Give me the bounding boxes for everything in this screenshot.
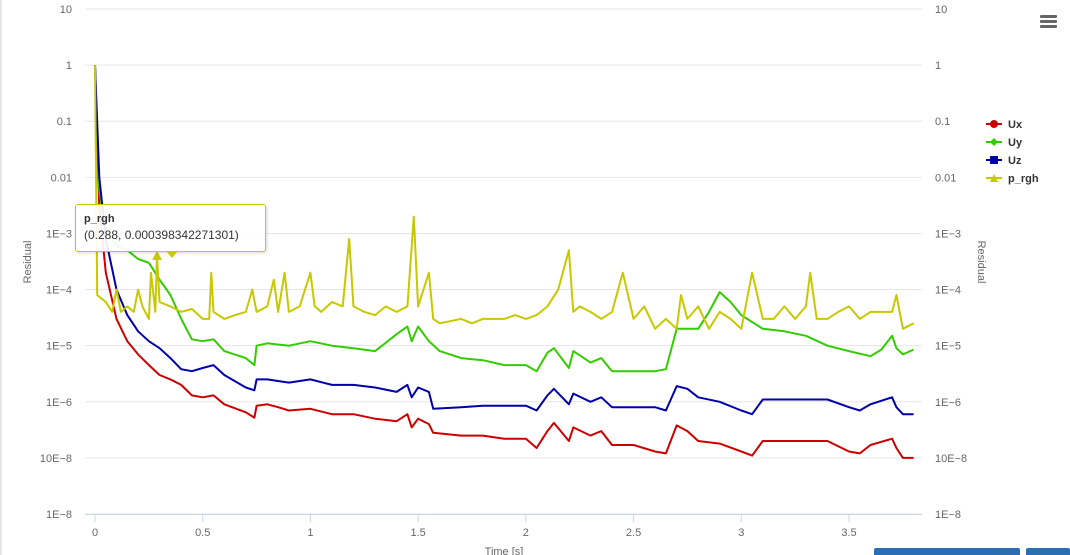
legend-square-marker [990,156,998,164]
menu-bar [1040,15,1057,18]
y-tick-label-right: 0.01 [935,172,956,184]
legend-circle-marker [990,120,998,128]
menu-bar [1040,25,1057,28]
y-tick-label-left: 1 [66,60,72,72]
y-tick-label-left: 10E−8 [40,453,72,465]
y-tick-label-left: 10 [60,4,72,16]
x-tick-label: 1 [307,527,313,539]
y-tick-label-left: 1E−4 [46,285,72,297]
legend-item-uz[interactable]: Uz [986,155,1022,167]
x-tick-label: 0.5 [195,527,210,539]
legend[interactable]: Ux Uy Uz p_rgh [986,119,1039,185]
y-axis-right: 1E−8 10E−8 1E−6 1E−5 1E−4 1E−3 0.01 0.1 1 10 [935,4,967,521]
legend-label: Uz [1008,155,1022,167]
menu-bar [1040,20,1057,23]
legend-diamond-marker [990,138,998,146]
legend-label: Ux [1008,119,1023,131]
legend-triangle-marker [990,174,998,182]
y-axis-left: 1E−8 10E−8 1E−6 1E−5 1E−4 1E−3 0.01 0.1 1 10 [40,4,72,521]
y-tick-label-right: 1E−3 [935,228,961,240]
series-lines [94,65,915,459]
y-axis-title-left: Residual [22,241,34,284]
y-tick-label-left: 1E−3 [46,228,72,240]
y-axis-title-right: Residual [975,241,987,284]
series-line-uz[interactable] [94,65,914,416]
y-tick-label-right: 1E−8 [935,509,961,521]
bottom-action-button-secondary[interactable] [1026,548,1070,555]
y-tick-label-left: 1E−5 [46,341,72,353]
y-tick-label-left: 1E−8 [46,509,72,521]
x-tick-label: 3 [738,527,744,539]
x-tick-label: 2.5 [626,527,641,539]
y-tick-label-right: 1E−4 [935,285,961,297]
legend-item-uy[interactable]: Uy [986,137,1023,149]
legend-label: p_rgh [1008,173,1039,185]
y-tick-label-left: 0.1 [57,116,72,128]
data-tooltip: p_rgh (0.288, 0.000398342271301) [75,204,266,252]
series-line-p-rgh[interactable] [94,65,915,330]
x-axis: 0 0.5 1 1.5 2 2.5 3 3.5 [85,514,922,539]
x-tick-label: 1.5 [410,527,425,539]
y-tick-label-right: 10 [935,4,947,16]
y-tick-label-right: 1E−5 [935,341,961,353]
y-tick-label-right: 1E−6 [935,397,961,409]
page-left-border [0,0,2,555]
tooltip-value: (0.288, 0.000398342271301) [84,228,239,242]
legend-label: Uy [1008,137,1023,149]
x-axis-title: Time [s] [485,546,524,555]
legend-item-p-rgh[interactable]: p_rgh [986,173,1039,185]
legend-item-ux[interactable]: Ux [986,119,1023,131]
y-tick-label-left: 0.01 [51,172,72,184]
x-tick-label: 0 [92,527,98,539]
y-tick-label-right: 10E−8 [935,453,967,465]
y-tick-label-left: 1E−6 [46,397,72,409]
x-tick-label: 3.5 [841,527,856,539]
series-line-uy[interactable] [94,65,915,373]
tooltip-pointer [166,251,178,258]
x-tick-label: 2 [523,527,529,539]
y-tick-label-right: 1 [935,60,941,72]
bottom-action-button[interactable] [874,548,1020,555]
tooltip-series-name: p_rgh [84,213,115,225]
hover-point-marker [152,250,163,260]
y-tick-label-right: 0.1 [935,116,950,128]
hamburger-menu-icon[interactable] [1036,10,1062,34]
series-line-ux[interactable] [94,65,914,459]
